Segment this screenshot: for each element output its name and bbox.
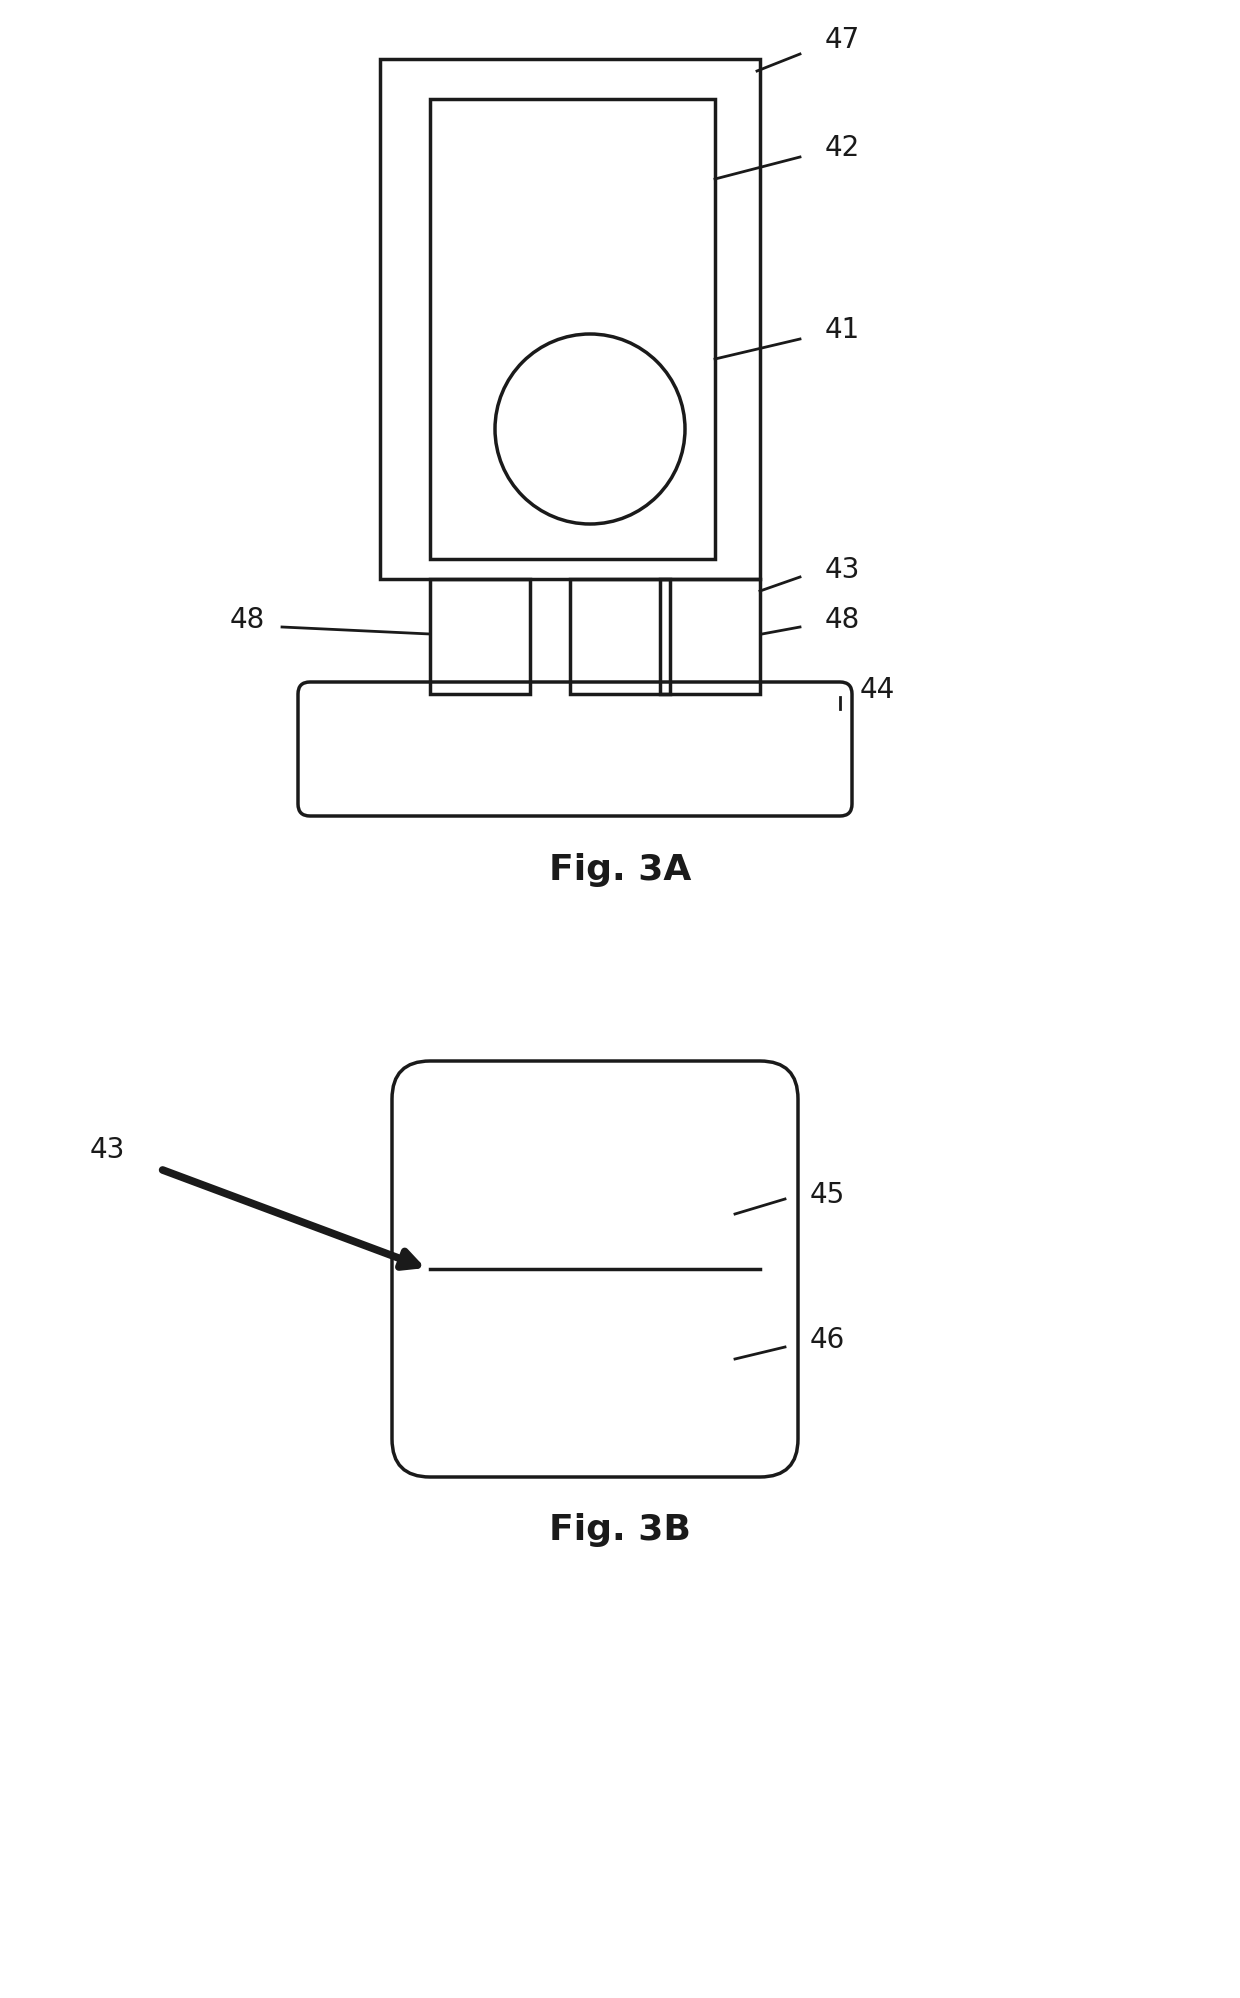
Text: 41: 41: [825, 316, 861, 344]
Text: 43: 43: [91, 1135, 125, 1163]
Bar: [430, 100, 715, 559]
Text: Fig. 3A: Fig. 3A: [549, 853, 691, 887]
Text: 46: 46: [810, 1325, 846, 1353]
Text: 48: 48: [825, 605, 861, 633]
Bar: [379, 60, 760, 579]
Text: 42: 42: [825, 134, 861, 162]
Bar: [660, 579, 760, 695]
Bar: [430, 579, 529, 695]
Text: 44: 44: [861, 675, 895, 703]
Text: 47: 47: [825, 26, 861, 54]
Text: 45: 45: [810, 1181, 846, 1209]
Text: 43: 43: [825, 555, 861, 583]
Text: 48: 48: [229, 605, 265, 633]
Text: Fig. 3B: Fig. 3B: [549, 1512, 691, 1546]
Bar: [570, 579, 670, 695]
